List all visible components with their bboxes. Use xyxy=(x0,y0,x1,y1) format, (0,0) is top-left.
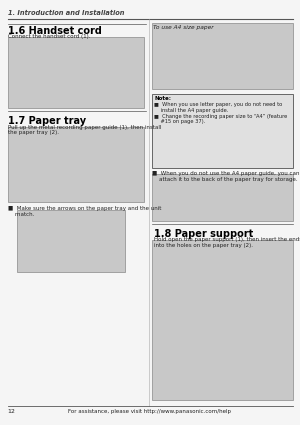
FancyBboxPatch shape xyxy=(152,174,292,221)
FancyBboxPatch shape xyxy=(8,127,144,202)
Text: Hold open the paper support (1), then insert the ends
into the holes on the pape: Hold open the paper support (1), then in… xyxy=(154,237,300,248)
Text: 1.8 Paper support: 1.8 Paper support xyxy=(154,229,254,239)
Text: 12: 12 xyxy=(8,409,15,414)
Text: Note:: Note: xyxy=(154,96,172,101)
FancyBboxPatch shape xyxy=(152,240,292,400)
Text: 1.7 Paper tray: 1.7 Paper tray xyxy=(8,116,85,126)
FancyBboxPatch shape xyxy=(8,37,144,108)
Text: ■  When you use letter paper, you do not need to
    install the A4 paper guide.: ■ When you use letter paper, you do not … xyxy=(154,102,288,125)
Text: To use A4 size paper: To use A4 size paper xyxy=(153,26,214,31)
FancyBboxPatch shape xyxy=(152,23,292,89)
Text: For assistance, please visit http://www.panasonic.com/help: For assistance, please visit http://www.… xyxy=(68,409,232,414)
FancyBboxPatch shape xyxy=(16,210,124,272)
Text: ■  Make sure the arrows on the paper tray and the unit
    match.: ■ Make sure the arrows on the paper tray… xyxy=(8,206,161,217)
Text: 1. Introduction and Installation: 1. Introduction and Installation xyxy=(8,10,124,16)
Text: ■  When you do not use the A4 paper guide, you can
    attach it to the back of : ■ When you do not use the A4 paper guide… xyxy=(152,171,299,182)
Text: 1.6 Handset cord: 1.6 Handset cord xyxy=(8,26,101,36)
Text: Connect the handset cord (1).: Connect the handset cord (1). xyxy=(8,34,90,39)
Text: Pull up the metal recording paper guide (1), then install
the paper tray (2).: Pull up the metal recording paper guide … xyxy=(8,125,161,135)
FancyBboxPatch shape xyxy=(152,94,292,168)
